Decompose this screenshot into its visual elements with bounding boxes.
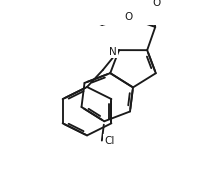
Text: Cl: Cl — [104, 136, 114, 146]
Text: O: O — [151, 0, 160, 8]
Text: O: O — [123, 12, 132, 22]
Text: N: N — [109, 47, 116, 57]
